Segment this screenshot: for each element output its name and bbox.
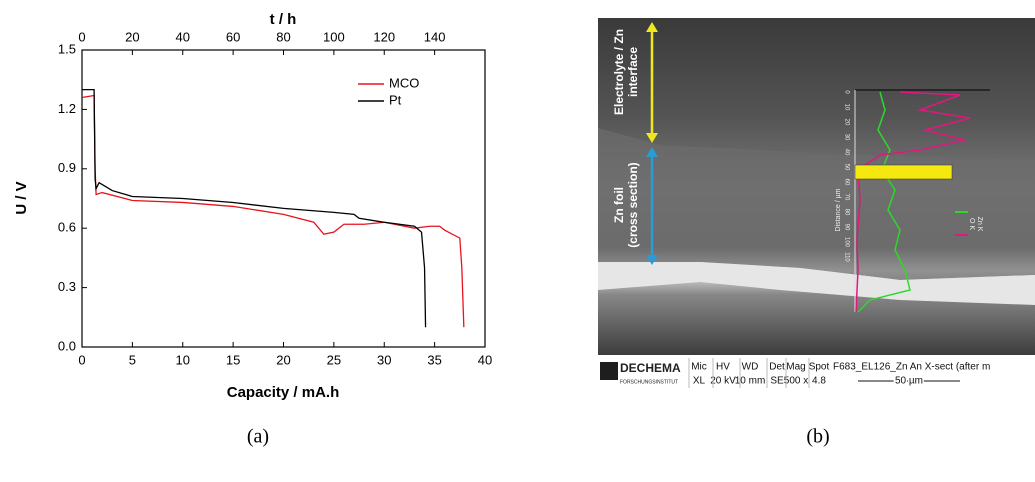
y-tick-label: 1.5 [58, 41, 76, 56]
y-tick-label: 0.6 [58, 220, 76, 235]
legend-label: MCO [389, 75, 419, 90]
footer-value: 4.8 [812, 376, 826, 387]
footer-value: 10 mm [735, 376, 766, 387]
scale-label: 50 µm [895, 376, 923, 387]
distance-tick: 110 [843, 252, 849, 262]
footer-field: HV [716, 362, 730, 373]
footer-value: XL [693, 376, 706, 387]
x-tick-label: 30 [377, 352, 391, 367]
annotation: Distance / µm [835, 188, 842, 231]
legend-label: Zn K [976, 217, 983, 232]
top-tick-label: 120 [373, 29, 395, 44]
top-tick-label: 140 [424, 29, 446, 44]
y-tick-label: 0.3 [58, 279, 76, 294]
footer-field: Spot [809, 362, 830, 373]
footer-value: 20 kV [710, 376, 736, 387]
figure: U / V Capacity / mA.h t / h (a) (b) Elec… [0, 0, 1035, 477]
x-tick-label: 20 [276, 352, 290, 367]
annotation: Electrolyte / Zn [612, 29, 626, 115]
y-tick-label: 0.9 [58, 160, 76, 175]
y-tick-label: 1.2 [58, 101, 76, 116]
logo-mark [600, 362, 618, 380]
logo-sub: FORSCHUNGSINSTITUT [620, 379, 678, 385]
footer-field: Mic [691, 362, 707, 373]
distance-tick: 90 [843, 224, 849, 231]
footer-field: WD [742, 362, 759, 373]
x-tick-label: 0 [78, 352, 85, 367]
x-axis-title: Capacity / mA.h [227, 384, 340, 401]
annotation: (cross section) [626, 162, 640, 247]
distance-tick: 10 [843, 104, 849, 111]
series-line [82, 96, 464, 328]
top-axis-title: t / h [270, 11, 297, 28]
sample-name: F683_EL126_Zn An X-sect (after m [833, 362, 990, 373]
logo: DECHEMA [620, 361, 681, 375]
x-tick-label: 25 [327, 352, 341, 367]
top-tick-label: 80 [276, 29, 290, 44]
x-tick-label: 15 [226, 352, 240, 367]
distance-tick: 100 [843, 237, 849, 248]
distance-tick: 40 [843, 149, 849, 156]
top-tick-label: 0 [78, 29, 85, 44]
footer-field: Mag [786, 362, 805, 373]
series-line [82, 90, 426, 328]
panel-label: (a) [247, 426, 269, 448]
footer-field: Det [769, 362, 785, 373]
annotation: interface [626, 47, 640, 97]
distance-tick: 50 [843, 164, 849, 171]
top-tick-label: 40 [176, 29, 190, 44]
x-tick-label: 5 [129, 352, 136, 367]
annotation: Zn foil [612, 187, 626, 223]
x-tick-label: 40 [478, 352, 492, 367]
distance-tick: 80 [843, 209, 849, 216]
footer-value: 500 x [784, 376, 808, 387]
distance-tick: 70 [843, 194, 849, 201]
y-axis-title: U / V [13, 181, 30, 214]
legend-label: Pt [389, 92, 402, 107]
x-tick-label: 35 [427, 352, 441, 367]
panel-label: (b) [806, 426, 829, 448]
footer-value: SE [770, 376, 784, 387]
x-tick-label: 10 [176, 352, 190, 367]
top-tick-label: 100 [323, 29, 345, 44]
distance-tick: 60 [843, 179, 849, 186]
legend-label: O K [968, 218, 975, 230]
top-tick-label: 20 [125, 29, 139, 44]
top-tick-label: 60 [226, 29, 240, 44]
highlight [855, 165, 952, 179]
distance-tick: 20 [843, 119, 849, 126]
y-tick-label: 0.0 [58, 338, 76, 353]
distance-tick: 30 [843, 134, 849, 141]
